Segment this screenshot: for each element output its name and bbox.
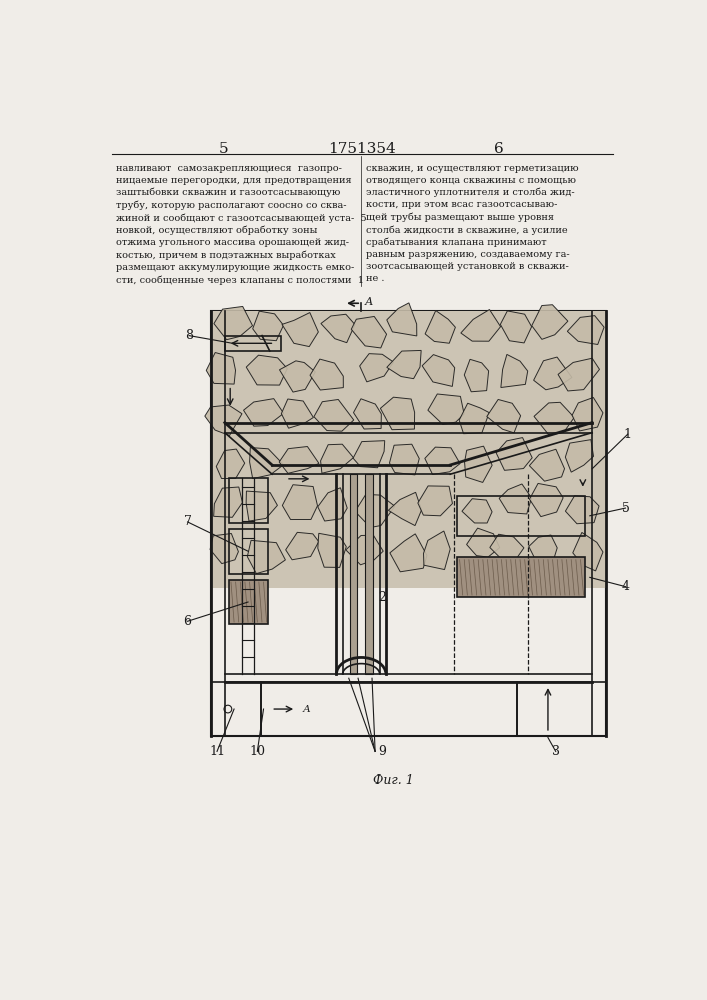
Polygon shape — [252, 311, 284, 341]
Text: А: А — [303, 705, 310, 714]
Polygon shape — [354, 399, 381, 429]
Polygon shape — [321, 314, 355, 343]
Bar — [228, 580, 268, 624]
Polygon shape — [532, 305, 568, 339]
Polygon shape — [530, 483, 563, 517]
Bar — [457, 496, 585, 536]
Polygon shape — [380, 397, 414, 430]
Text: 6: 6 — [494, 142, 504, 156]
Polygon shape — [487, 399, 520, 433]
Polygon shape — [566, 440, 593, 472]
Bar — [261, 682, 517, 736]
Polygon shape — [387, 303, 417, 336]
Polygon shape — [250, 448, 284, 479]
Polygon shape — [282, 485, 317, 520]
Polygon shape — [390, 534, 427, 572]
Polygon shape — [422, 355, 455, 386]
Polygon shape — [464, 359, 489, 392]
Text: 4: 4 — [621, 580, 629, 593]
Text: 1: 1 — [624, 428, 632, 441]
Polygon shape — [286, 532, 319, 560]
Polygon shape — [418, 486, 452, 516]
Polygon shape — [496, 438, 532, 470]
Bar — [365, 474, 373, 674]
Bar — [457, 557, 585, 597]
Bar — [349, 474, 357, 674]
Polygon shape — [317, 533, 346, 567]
Text: 5: 5 — [219, 142, 229, 156]
Polygon shape — [243, 399, 284, 426]
Polygon shape — [499, 484, 532, 514]
Polygon shape — [428, 394, 464, 424]
Bar — [211, 311, 606, 588]
Polygon shape — [314, 399, 354, 431]
Text: 2: 2 — [378, 591, 386, 604]
Polygon shape — [467, 528, 500, 557]
Polygon shape — [462, 499, 492, 523]
Polygon shape — [464, 446, 492, 482]
Text: 5: 5 — [621, 502, 629, 515]
Text: 7: 7 — [184, 515, 192, 528]
Polygon shape — [534, 357, 572, 390]
Polygon shape — [355, 494, 395, 527]
Polygon shape — [317, 488, 347, 521]
Polygon shape — [423, 531, 450, 570]
Polygon shape — [320, 444, 354, 473]
Polygon shape — [206, 353, 235, 384]
Polygon shape — [282, 313, 318, 347]
Polygon shape — [567, 316, 604, 345]
Polygon shape — [279, 361, 315, 392]
Polygon shape — [425, 311, 455, 343]
Text: 3: 3 — [551, 745, 560, 758]
Polygon shape — [281, 399, 313, 428]
Polygon shape — [310, 359, 344, 390]
Text: скважин, и осуществляют герметизацию
отводящего конца скважины с помощью
эластич: скважин, и осуществляют герметизацию отв… — [366, 164, 578, 283]
Text: 11: 11 — [209, 745, 225, 758]
Text: навливают  самозакрепляющиеся  газопро-
ницаемые перегородки, для предотвращения: навливают самозакрепляющиеся газопро- ни… — [115, 164, 366, 285]
Polygon shape — [558, 358, 600, 391]
Polygon shape — [388, 492, 421, 526]
Text: А: А — [365, 297, 373, 307]
Polygon shape — [246, 355, 287, 385]
Polygon shape — [360, 354, 394, 382]
Polygon shape — [205, 405, 242, 436]
Polygon shape — [346, 535, 383, 565]
Polygon shape — [566, 496, 599, 524]
Polygon shape — [387, 350, 421, 379]
Text: Фиг. 1: Фиг. 1 — [373, 774, 414, 788]
Bar — [211, 682, 261, 736]
Bar — [517, 682, 606, 736]
Bar — [228, 478, 268, 523]
Polygon shape — [529, 535, 557, 567]
Polygon shape — [573, 532, 603, 571]
Bar — [225, 336, 281, 351]
Polygon shape — [216, 449, 245, 478]
Polygon shape — [425, 447, 460, 474]
Polygon shape — [501, 354, 527, 388]
Polygon shape — [214, 306, 252, 340]
Text: 6: 6 — [184, 615, 192, 628]
Polygon shape — [353, 441, 385, 468]
Polygon shape — [534, 402, 574, 435]
Text: 1751354: 1751354 — [328, 142, 396, 156]
Polygon shape — [247, 540, 286, 574]
Text: 10: 10 — [250, 745, 265, 758]
Polygon shape — [490, 534, 524, 562]
Polygon shape — [459, 403, 489, 434]
Polygon shape — [461, 310, 501, 341]
Bar — [228, 529, 268, 574]
Polygon shape — [530, 449, 565, 481]
Polygon shape — [210, 534, 238, 564]
Polygon shape — [279, 447, 319, 473]
Polygon shape — [572, 397, 603, 431]
Text: 8: 8 — [185, 329, 193, 342]
Text: 9: 9 — [378, 745, 386, 758]
Polygon shape — [390, 444, 419, 475]
Polygon shape — [501, 311, 532, 343]
Bar — [211, 311, 606, 736]
Polygon shape — [214, 487, 243, 517]
Polygon shape — [351, 316, 387, 348]
Polygon shape — [246, 491, 277, 521]
